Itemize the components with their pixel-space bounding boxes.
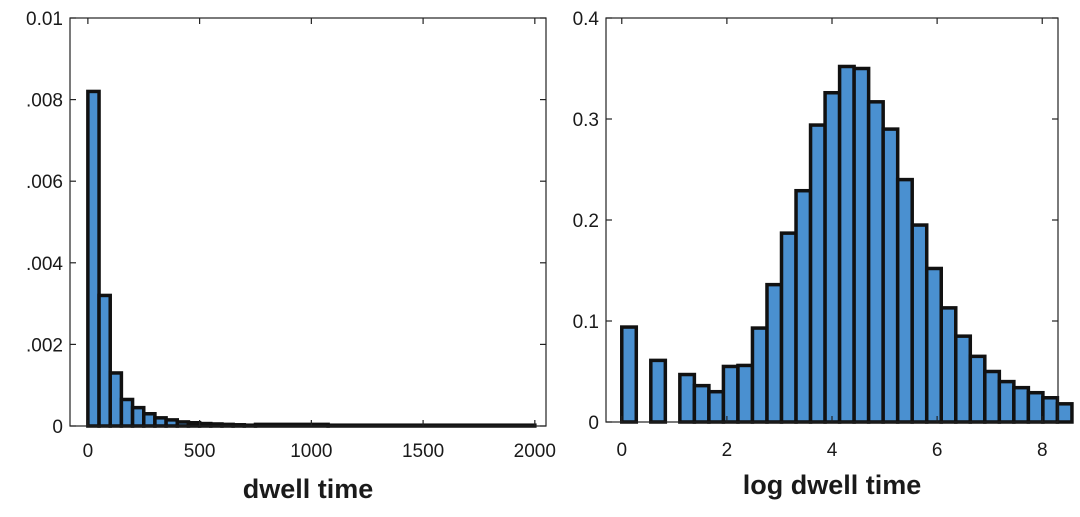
histogram-bar	[866, 100, 885, 424]
histogram-bar	[808, 123, 827, 424]
x-tick-label: 2000	[514, 441, 556, 462]
y-tick-label: .004	[26, 254, 63, 275]
y-tick-label: 0.4	[573, 9, 600, 30]
histogram-bar	[1026, 390, 1045, 424]
x-tick-labels: 0 2 4 6 8	[616, 440, 1047, 461]
histogram-bar	[794, 188, 813, 424]
histogram-bar	[954, 334, 973, 424]
y-tick-label: 0.3	[573, 110, 599, 131]
x-axis-title: log dwell time	[743, 470, 922, 500]
y-tick-labels: 0 .002 .004 .006 .008 0.01	[26, 9, 63, 438]
axis-ticks	[70, 17, 546, 427]
histogram-bar	[620, 325, 639, 424]
x-tick-label: 0	[83, 441, 94, 462]
y-tick-label: 0.01	[26, 9, 63, 30]
x-tick-label: 0	[616, 440, 627, 461]
x-tick-label: 500	[184, 441, 216, 462]
histogram-bar	[692, 383, 711, 424]
histogram-bar	[707, 389, 726, 424]
histogram-bar	[649, 358, 668, 424]
y-tick-label: 0.1	[573, 312, 599, 333]
histogram-bar	[997, 379, 1016, 424]
y-tick-label: .002	[26, 335, 63, 356]
histogram-bar	[1041, 396, 1060, 424]
bars-log-dwell-time	[620, 64, 1074, 424]
y-tick-label: .008	[26, 91, 63, 112]
histogram-bar	[823, 90, 842, 424]
histogram-bar	[837, 64, 856, 424]
y-tick-label: .006	[26, 172, 63, 193]
axis-ticks	[606, 17, 1058, 423]
histogram-bar	[750, 326, 769, 424]
y-tick-label: 0	[588, 413, 599, 434]
histogram-bar	[910, 223, 929, 424]
histogram-bar	[968, 354, 987, 424]
histogram-bar	[895, 177, 914, 424]
x-tick-label: 1000	[290, 441, 332, 462]
histogram-bar	[765, 282, 784, 424]
bars-dwell-time	[86, 89, 537, 428]
histogram-bar	[721, 364, 740, 424]
histogram-bar	[779, 231, 798, 424]
x-tick-label: 4	[827, 440, 838, 461]
x-tick-label: 2	[722, 440, 733, 461]
x-tick-labels: 0 500 1000 1500 2000	[83, 441, 556, 462]
y-tick-labels: 0 0.1 0.2 0.3 0.4	[573, 9, 600, 434]
x-tick-label: 6	[932, 440, 943, 461]
histogram-bar	[924, 266, 943, 424]
x-axis-title: dwell time	[243, 474, 374, 504]
histogram-bar	[678, 372, 697, 424]
histogram-bar	[881, 127, 900, 424]
x-tick-label: 8	[1037, 440, 1048, 461]
histogram-bar	[983, 369, 1002, 424]
histogram-log-dwell-time: 0 2 4 6 8 0 0.1 0.2 0.3 0.4 log dwell time	[573, 9, 1074, 500]
histogram-bar	[939, 306, 958, 424]
histogram-dwell-time: 0 500 1000 1500 2000 0 .002 .004 .006 .008 0.01 d…	[26, 9, 556, 504]
histogram-bar	[1012, 385, 1031, 424]
y-tick-label: 0	[52, 417, 63, 438]
y-tick-label: 0.2	[573, 211, 599, 232]
histogram-bar	[1055, 402, 1074, 424]
x-tick-label: 1500	[402, 441, 444, 462]
plot-frame	[69, 17, 547, 427]
histogram-bar	[852, 66, 871, 424]
histogram-bar	[736, 363, 755, 424]
